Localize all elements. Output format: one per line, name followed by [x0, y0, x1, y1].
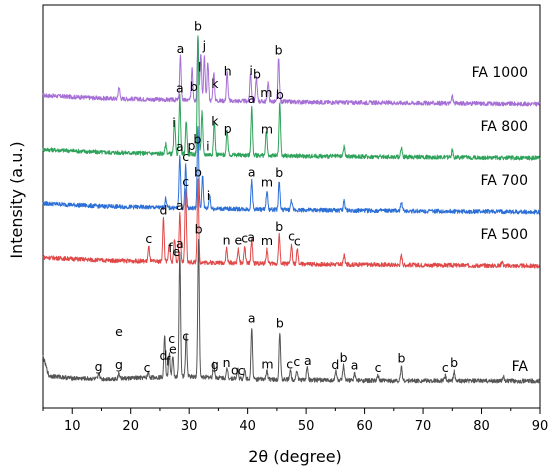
peak-label: b	[340, 350, 348, 365]
peak-label: d	[159, 202, 167, 217]
peak-label: c	[375, 360, 382, 375]
series-line-fa-800	[42, 35, 541, 161]
peak-label: c	[288, 229, 295, 244]
peak-label: l	[198, 59, 201, 74]
peak-label: b	[193, 132, 201, 147]
peak-label: c	[238, 363, 245, 378]
peak-label: c	[294, 234, 301, 249]
y-axis-title: Intensity (a.u.)	[7, 141, 26, 258]
x-tick-label: 40	[239, 419, 256, 434]
peak-label: e	[169, 342, 177, 357]
peak-label: e	[115, 324, 123, 339]
peak-label: a	[176, 80, 184, 95]
peak-label: b	[275, 42, 283, 57]
peak-label: h	[224, 63, 232, 78]
peak-label: m	[260, 85, 272, 100]
peak-label: k	[211, 76, 219, 91]
x-tick-label: 20	[122, 419, 139, 434]
peak-label: a	[351, 357, 359, 372]
peak-label: a	[304, 353, 312, 368]
series-line-fa-1000	[42, 36, 541, 107]
series-name-label: FA 800	[480, 119, 528, 135]
x-tick-label: 80	[473, 419, 490, 434]
series-line-fa-700	[42, 126, 541, 215]
peak-label: g	[95, 359, 103, 374]
peak-label: b	[276, 87, 284, 102]
peak-label: b	[397, 350, 405, 365]
plot-border	[42, 4, 541, 409]
series-layer	[42, 35, 541, 384]
peak-label: c	[144, 360, 151, 375]
peak-label: p	[188, 138, 196, 153]
peak-label: b	[253, 66, 261, 81]
peak-label: p	[224, 121, 232, 136]
peak-label: b	[276, 316, 284, 331]
peak-label: f	[168, 240, 173, 255]
x-axis-title: 2θ (degree)	[248, 447, 342, 466]
x-axis: 10 20 30 40 50 60 70 80 90	[42, 408, 549, 434]
peak-label: e	[172, 244, 180, 259]
x-tick-label: 70	[415, 419, 432, 434]
peak-label: c	[168, 331, 175, 346]
peak-label: m	[261, 233, 273, 248]
peak-label: i	[249, 63, 252, 78]
peak-label: a	[248, 164, 256, 179]
peak-label: b	[450, 355, 458, 370]
peak-label: c	[293, 354, 300, 369]
peak-label: f	[166, 354, 171, 369]
peak-label: c	[241, 230, 248, 245]
peak-label: a	[248, 91, 256, 106]
plot-frame	[42, 4, 541, 409]
peak-label: c	[286, 357, 293, 372]
peak-label: a	[177, 41, 185, 56]
peak-label: d	[331, 357, 339, 372]
x-tick-label: 30	[181, 419, 198, 434]
x-tick-label: 50	[298, 419, 315, 434]
peak-label: c	[182, 328, 189, 343]
peak-label: b	[275, 165, 283, 180]
peak-label: j	[202, 38, 206, 53]
peak-label: n	[223, 232, 231, 247]
series-line-fa	[42, 238, 541, 384]
peak-label: k	[211, 114, 219, 129]
series-line-fa-500	[42, 178, 541, 269]
peak-label: a	[176, 198, 184, 213]
peak-label: g	[115, 357, 123, 372]
peak-label: i	[207, 188, 210, 203]
peak-label: e	[234, 233, 242, 248]
peak-label: m	[261, 174, 273, 189]
peak-label: c	[182, 149, 189, 164]
peak-label: o	[231, 363, 239, 378]
peak-label: n	[223, 355, 231, 370]
series-name-label: FA 700	[480, 173, 528, 189]
x-tick-label: 60	[356, 419, 373, 434]
peak-label: c	[182, 174, 189, 189]
peak-label: i	[172, 115, 175, 130]
peak-label: a	[247, 229, 255, 244]
peak-label: b	[195, 222, 203, 237]
peak-label: b	[190, 79, 198, 94]
peak-label: a	[176, 139, 184, 154]
series-name-label: FA 500	[480, 227, 528, 243]
peak-label: b	[194, 165, 202, 180]
peak-label: b	[275, 219, 283, 234]
peak-label: b	[194, 18, 202, 33]
x-tick-label: 10	[64, 419, 81, 434]
peak-label: c	[442, 360, 449, 375]
series-name-label: FA	[512, 359, 529, 375]
peak-label: m	[261, 122, 273, 137]
peak-label: a	[248, 310, 256, 325]
series-name-label: FA 1000	[472, 65, 528, 81]
peak-label: c	[145, 231, 152, 246]
peak-label: a	[176, 236, 184, 251]
peak-label: g	[211, 357, 219, 372]
peak-label: m	[261, 356, 273, 371]
x-tick-label: 90	[532, 419, 549, 434]
peak-label: i	[206, 139, 209, 154]
peak-label: d	[159, 348, 167, 363]
